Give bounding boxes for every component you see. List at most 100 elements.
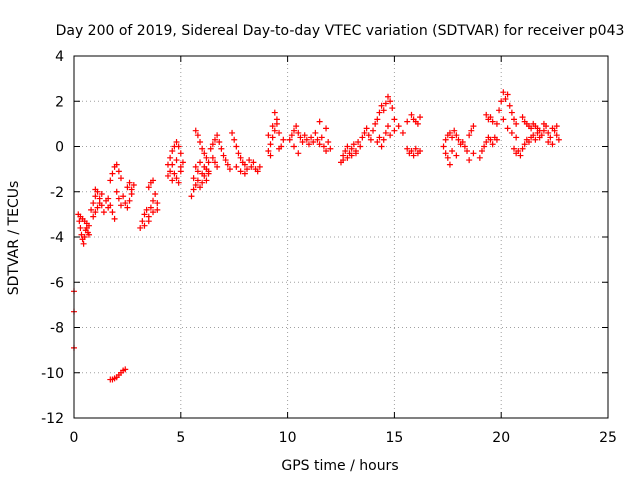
data-point [502, 95, 509, 102]
data-point [244, 166, 251, 173]
data-point [361, 129, 368, 136]
data-point [464, 148, 471, 155]
data-point [293, 123, 300, 130]
data-point [92, 186, 99, 193]
data-point [107, 202, 114, 209]
data-point [169, 161, 176, 168]
data-point [124, 184, 131, 191]
data-point [122, 366, 129, 373]
data-point [310, 138, 317, 145]
data-point [359, 134, 366, 141]
data-point [504, 125, 511, 132]
data-point [511, 145, 518, 152]
data-point [299, 138, 306, 145]
data-point [414, 120, 421, 127]
data-point [498, 98, 505, 105]
data-point [124, 204, 131, 211]
data-point [408, 148, 415, 155]
data-point [173, 157, 180, 164]
data-point [288, 132, 295, 139]
data-point [201, 163, 208, 170]
data-point [291, 143, 298, 150]
data-point [216, 138, 223, 145]
data-point [190, 175, 197, 182]
data-point [250, 159, 257, 166]
data-point [515, 148, 522, 155]
data-point [199, 170, 206, 177]
data-point [150, 177, 157, 184]
data-point [380, 107, 387, 114]
data-point [222, 157, 229, 164]
data-point [489, 118, 496, 125]
data-point [295, 150, 302, 157]
data-point [395, 123, 402, 130]
data-point [164, 172, 171, 179]
data-point [224, 161, 231, 168]
data-point [179, 159, 186, 166]
x-tick-label: 5 [176, 430, 185, 446]
data-point [483, 111, 490, 118]
data-point [276, 129, 283, 136]
y-tick-label: -2 [50, 185, 64, 201]
data-point [297, 134, 304, 141]
data-point [90, 200, 97, 207]
data-point [553, 132, 560, 139]
data-point [197, 138, 204, 145]
data-point [115, 195, 122, 202]
data-point [417, 148, 424, 155]
y-tick-label: 4 [55, 49, 64, 65]
data-point [446, 161, 453, 168]
data-point [487, 136, 494, 143]
data-point [211, 159, 218, 166]
data-point [77, 224, 84, 231]
data-point [459, 138, 466, 145]
data-point [521, 141, 528, 148]
data-point [237, 154, 244, 161]
data-point [357, 143, 364, 150]
data-point [312, 129, 319, 136]
data-point [199, 145, 206, 152]
data-point [209, 141, 216, 148]
x-axis-label: GPS time / hours [281, 458, 398, 474]
data-point [83, 224, 90, 231]
data-point [167, 154, 174, 161]
data-point [192, 127, 199, 134]
data-point [126, 197, 133, 204]
data-point [220, 152, 227, 159]
data-point [267, 152, 274, 159]
data-point [203, 154, 210, 161]
data-point [540, 120, 547, 127]
data-point [85, 231, 92, 238]
data-point [519, 114, 526, 121]
data-point [391, 127, 398, 134]
data-point [468, 127, 475, 134]
data-point [442, 136, 449, 143]
data-point [301, 132, 308, 139]
y-axis-label: SDTVAR / TECUs [6, 181, 22, 296]
data-point [374, 138, 381, 145]
data-point [320, 143, 327, 150]
data-point [374, 116, 381, 123]
data-point [370, 127, 377, 134]
data-point [94, 204, 101, 211]
data-point [128, 186, 135, 193]
data-point [113, 188, 120, 195]
data-point [376, 109, 383, 116]
data-point [167, 168, 174, 175]
data-point [98, 191, 105, 198]
data-point [545, 138, 552, 145]
data-point [399, 129, 406, 136]
data-point [348, 152, 355, 159]
data-point [493, 136, 500, 143]
data-point [519, 145, 526, 152]
data-point [201, 150, 208, 157]
data-point [316, 141, 323, 148]
y-tick-label: -10 [41, 366, 64, 382]
data-point [120, 193, 127, 200]
data-point [90, 213, 97, 220]
data-point [209, 154, 216, 161]
data-point [226, 166, 233, 173]
data-point [500, 89, 507, 96]
data-point [130, 181, 137, 188]
data-point [105, 195, 112, 202]
